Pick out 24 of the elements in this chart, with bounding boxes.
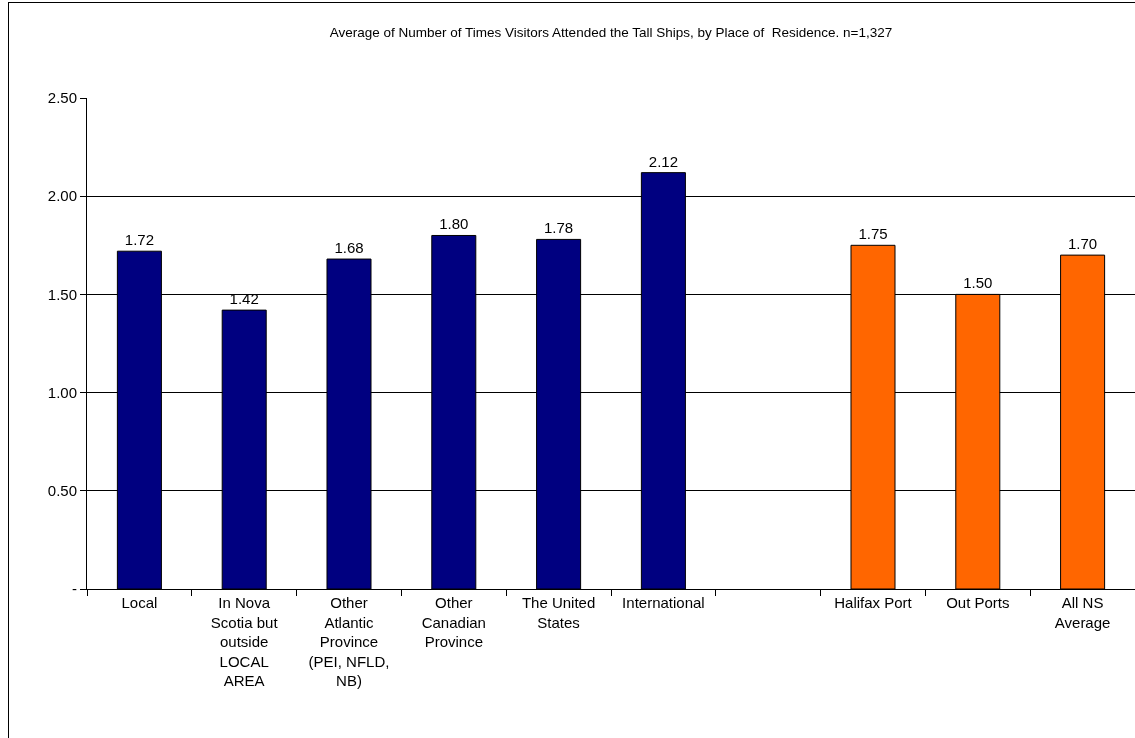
y-tick-label: -: [72, 580, 77, 598]
data-label: 2.12: [648, 152, 678, 170]
data-label: 1.78: [544, 219, 574, 237]
x-tick-label: International: [622, 594, 705, 611]
data-label: 1.68: [334, 239, 364, 257]
data-label: 1.70: [1068, 235, 1098, 253]
x-tick-label: All NS Average: [1054, 594, 1111, 631]
y-tick-label: 0.50: [47, 482, 77, 500]
y-tick-label: 2.50: [47, 89, 77, 107]
x-tick-label: Out Ports: [946, 594, 1010, 611]
x-tick-label: In Nova Scotia but outside LOCAL AREA: [210, 594, 279, 689]
x-tick-label: Halifax Port: [834, 594, 913, 611]
x-tick-label: Other Canadian Province: [421, 594, 486, 650]
x-tick-label: Other Atlantic Province (PEI, NFLD, NB): [308, 594, 390, 689]
data-label: 1.72: [124, 231, 154, 249]
x-tick-label: The United States: [521, 594, 596, 631]
x-tick-label: Local: [121, 594, 158, 611]
chart-title: Average of Number of Times Visitors Attended the Tall Ships, by Place of Residence. n=1,327: [329, 24, 893, 40]
y-tick-label: 1.00: [47, 383, 77, 401]
data-label: 1.80: [439, 215, 469, 233]
data-label: 1.50: [963, 274, 993, 292]
data-label: 1.75: [858, 225, 888, 243]
y-tick-label: 1.50: [47, 285, 77, 303]
y-tick-label: 2.00: [47, 187, 77, 205]
